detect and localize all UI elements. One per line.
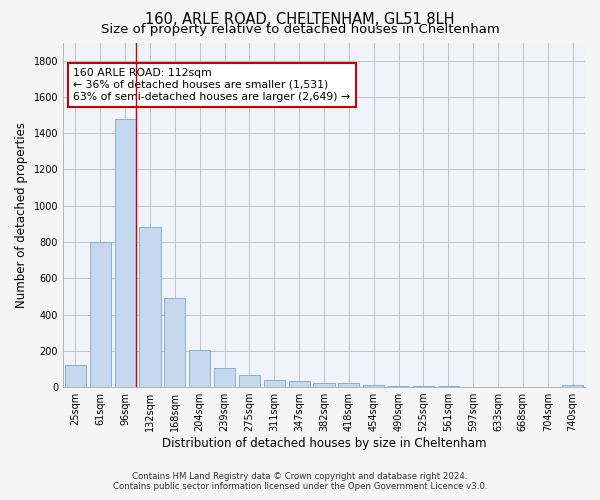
Text: 160, ARLE ROAD, CHELTENHAM, GL51 8LH: 160, ARLE ROAD, CHELTENHAM, GL51 8LH <box>145 12 455 26</box>
Bar <box>214 368 235 387</box>
Bar <box>115 118 136 387</box>
Text: 160 ARLE ROAD: 112sqm
← 36% of detached houses are smaller (1,531)
63% of semi-d: 160 ARLE ROAD: 112sqm ← 36% of detached … <box>73 68 350 102</box>
Bar <box>139 228 161 387</box>
Bar <box>90 242 111 387</box>
Bar <box>438 386 459 387</box>
Bar <box>65 366 86 387</box>
Bar <box>363 386 384 387</box>
Text: Contains public sector information licensed under the Open Government Licence v3: Contains public sector information licen… <box>113 482 487 491</box>
Bar <box>413 386 434 387</box>
Bar <box>289 380 310 387</box>
Bar <box>463 386 484 387</box>
Bar <box>264 380 285 387</box>
Bar <box>189 350 211 387</box>
Y-axis label: Number of detached properties: Number of detached properties <box>15 122 28 308</box>
Bar <box>338 384 359 387</box>
Text: Contains HM Land Registry data © Crown copyright and database right 2024.: Contains HM Land Registry data © Crown c… <box>132 472 468 481</box>
Bar <box>313 382 335 387</box>
Bar <box>388 386 409 387</box>
Text: Size of property relative to detached houses in Cheltenham: Size of property relative to detached ho… <box>101 22 499 36</box>
Bar <box>164 298 185 387</box>
Bar <box>562 386 583 387</box>
Bar <box>239 376 260 387</box>
X-axis label: Distribution of detached houses by size in Cheltenham: Distribution of detached houses by size … <box>162 437 486 450</box>
